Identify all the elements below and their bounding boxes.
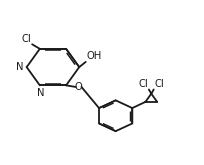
Text: O: O (74, 82, 82, 92)
Text: Cl: Cl (21, 34, 31, 44)
Text: N: N (37, 88, 44, 98)
Text: Cl: Cl (154, 79, 163, 89)
Text: N: N (16, 62, 23, 72)
Text: OH: OH (86, 51, 101, 61)
Text: Cl: Cl (138, 79, 147, 89)
